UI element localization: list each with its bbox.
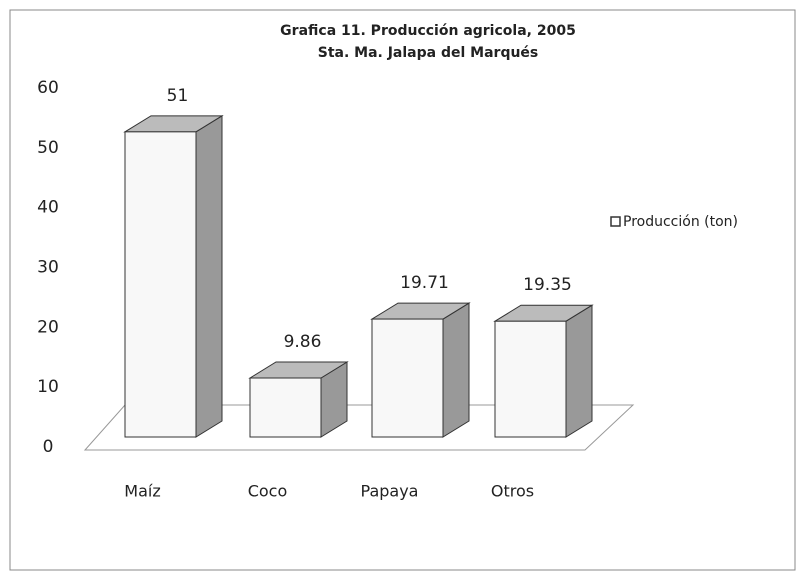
bar-front <box>371 318 444 438</box>
y-tick-label: 50 <box>37 138 59 158</box>
y-tick-label: 10 <box>37 377 59 397</box>
chart-subtitle: Sta. Ma. Jalapa del Marqués <box>318 45 539 61</box>
y-tick-label: 60 <box>37 78 59 98</box>
y-tick-label: 30 <box>37 258 59 278</box>
data-label: 19.35 <box>523 275 572 295</box>
bar <box>493 304 594 438</box>
bar-front <box>494 320 567 438</box>
data-label: 19.71 <box>400 273 449 293</box>
y-tick-label: 20 <box>37 317 59 337</box>
legend-label: Producción (ton) <box>623 214 738 230</box>
bar-side <box>442 302 470 438</box>
chart-title: Grafica 11. Producción agricola, 2005 <box>280 23 576 39</box>
y-tick-label: 0 <box>43 437 54 457</box>
bar-front <box>124 131 197 438</box>
bar <box>370 302 471 438</box>
x-tick-label: Coco <box>248 482 288 501</box>
data-label: 9.86 <box>284 332 322 352</box>
x-tick-label: Papaya <box>361 482 419 501</box>
x-tick-label: Maíz <box>124 482 160 501</box>
y-tick-label: 40 <box>37 198 59 218</box>
legend-swatch <box>610 216 621 227</box>
bar <box>248 361 349 438</box>
bar <box>123 114 224 438</box>
data-label: 51 <box>167 86 189 106</box>
bar-front <box>249 377 322 438</box>
x-tick-label: Otros <box>491 482 534 501</box>
bar-side <box>195 114 223 438</box>
bar-side <box>565 304 593 438</box>
